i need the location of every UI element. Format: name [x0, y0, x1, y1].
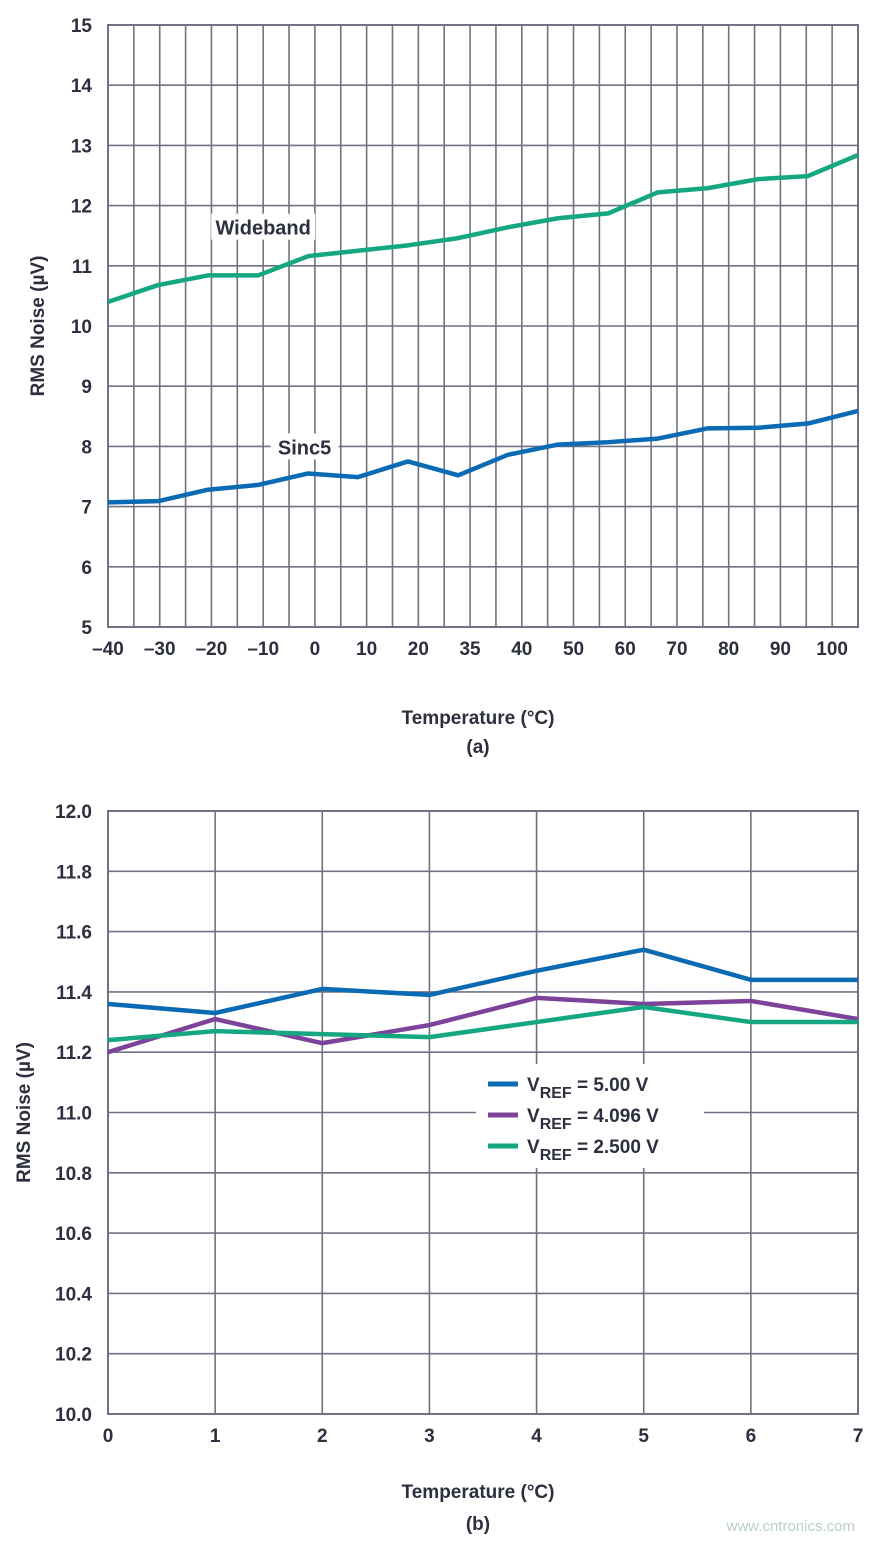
plot-frame — [107, 810, 859, 1415]
x-tick-label: 0 — [103, 1426, 114, 1447]
y-tick-label: 15 — [71, 16, 93, 37]
y-tick-label: 13 — [71, 136, 92, 157]
x-tick-label: 20 — [408, 639, 429, 660]
x-tick-label: 4 — [531, 1426, 542, 1447]
panel-label: (a) — [466, 737, 489, 758]
series-line-vref-2-500-v — [107, 1004, 858, 1043]
chart-b: 0 1 2 3 4 5 6 7 10.0 10.2 10.4 10.6 10.8 11.0 11.2 11.4… — [14, 802, 863, 1535]
y-tick-label: 14 — [71, 76, 93, 97]
x-tick-label: 100 — [816, 639, 848, 660]
x-tick-label: 80 — [718, 639, 739, 660]
x-tick-label: 3 — [424, 1426, 435, 1447]
y-tick-label: 11.0 — [56, 1104, 92, 1125]
chart-a: –40 –30 –20 –10 0 10 20 35 40 50 60 70 80 90 100 5 6 7 8 9 1… — [28, 16, 859, 758]
series-label: Wideband — [215, 218, 310, 240]
series-line-wideband — [107, 152, 859, 305]
legend-entry: VREF = 2.500 V — [527, 1137, 659, 1164]
x-tick-label: 0 — [310, 639, 321, 660]
y-tick-label: 6 — [81, 558, 92, 579]
x-tick-label: 7 — [853, 1426, 864, 1447]
x-axis-title: Temperature (°C) — [402, 708, 555, 729]
y-tick-label: 8 — [81, 437, 92, 458]
x-tick-label: 5 — [638, 1426, 649, 1447]
legend-entry: VREF = 5.00 V — [527, 1075, 649, 1102]
y-tick-label: 5 — [81, 618, 92, 639]
y-tick-label: 10.2 — [55, 1345, 92, 1366]
x-tick-label: 40 — [511, 639, 532, 660]
y-tick-label: 11.8 — [56, 862, 92, 883]
y-tick-label: 11.4 — [56, 983, 92, 1004]
y-tick-label: 7 — [81, 498, 92, 519]
y-tick-label: 9 — [81, 377, 92, 398]
y-tick-label: 10.0 — [55, 1405, 92, 1426]
panel-label: (b) — [466, 1514, 490, 1535]
x-tick-label: –40 — [92, 639, 124, 660]
y-tick-label: 11 — [72, 257, 93, 278]
x-tick-label: 10 — [356, 639, 377, 660]
series-line-vref-4-096-v — [107, 995, 859, 1055]
legend-entry: VREF = 4.096 V — [527, 1106, 659, 1133]
y-axis-title: RMS Noise (µV) — [28, 256, 49, 397]
x-tick-label: 1 — [210, 1426, 221, 1447]
x-axis-title: Temperature (°C) — [402, 1482, 555, 1503]
series-label-background — [270, 433, 339, 460]
x-tick-label: 90 — [770, 639, 791, 660]
x-tick-label: 35 — [459, 639, 481, 660]
series-label-background — [211, 213, 316, 240]
watermark: www.cntronics.com — [726, 1518, 855, 1535]
x-tick-label: 2 — [317, 1426, 328, 1447]
y-tick-label: 10.6 — [55, 1224, 92, 1245]
y-tick-label: 10.4 — [55, 1284, 92, 1305]
plot-frame — [107, 24, 859, 628]
y-tick-label: 11.2 — [56, 1043, 92, 1064]
y-tick-label: 11.6 — [56, 923, 92, 944]
y-tick-label: 12.0 — [55, 802, 92, 823]
x-tick-label: 6 — [746, 1426, 757, 1447]
x-tick-label: 50 — [563, 639, 584, 660]
legend: VREF = 5.00 V VREF = 4.096 V VREF = 2.500 … — [476, 1064, 704, 1168]
series-line-vref-5-00-v — [107, 947, 858, 1016]
y-axis-title: RMS Noise (µV) — [14, 1042, 35, 1183]
y-tick-label: 10.8 — [55, 1164, 92, 1185]
x-tick-label: 70 — [666, 639, 687, 660]
series-line-sinc5 — [107, 408, 859, 505]
series-label: Sinc5 — [278, 437, 331, 459]
x-tick-label: 60 — [615, 639, 636, 660]
x-tick-label: –10 — [247, 639, 279, 660]
x-tick-label: –20 — [196, 639, 228, 660]
x-tick-label: –30 — [144, 639, 176, 660]
y-tick-label: 12 — [71, 197, 92, 218]
y-tick-label: 10 — [71, 317, 92, 338]
